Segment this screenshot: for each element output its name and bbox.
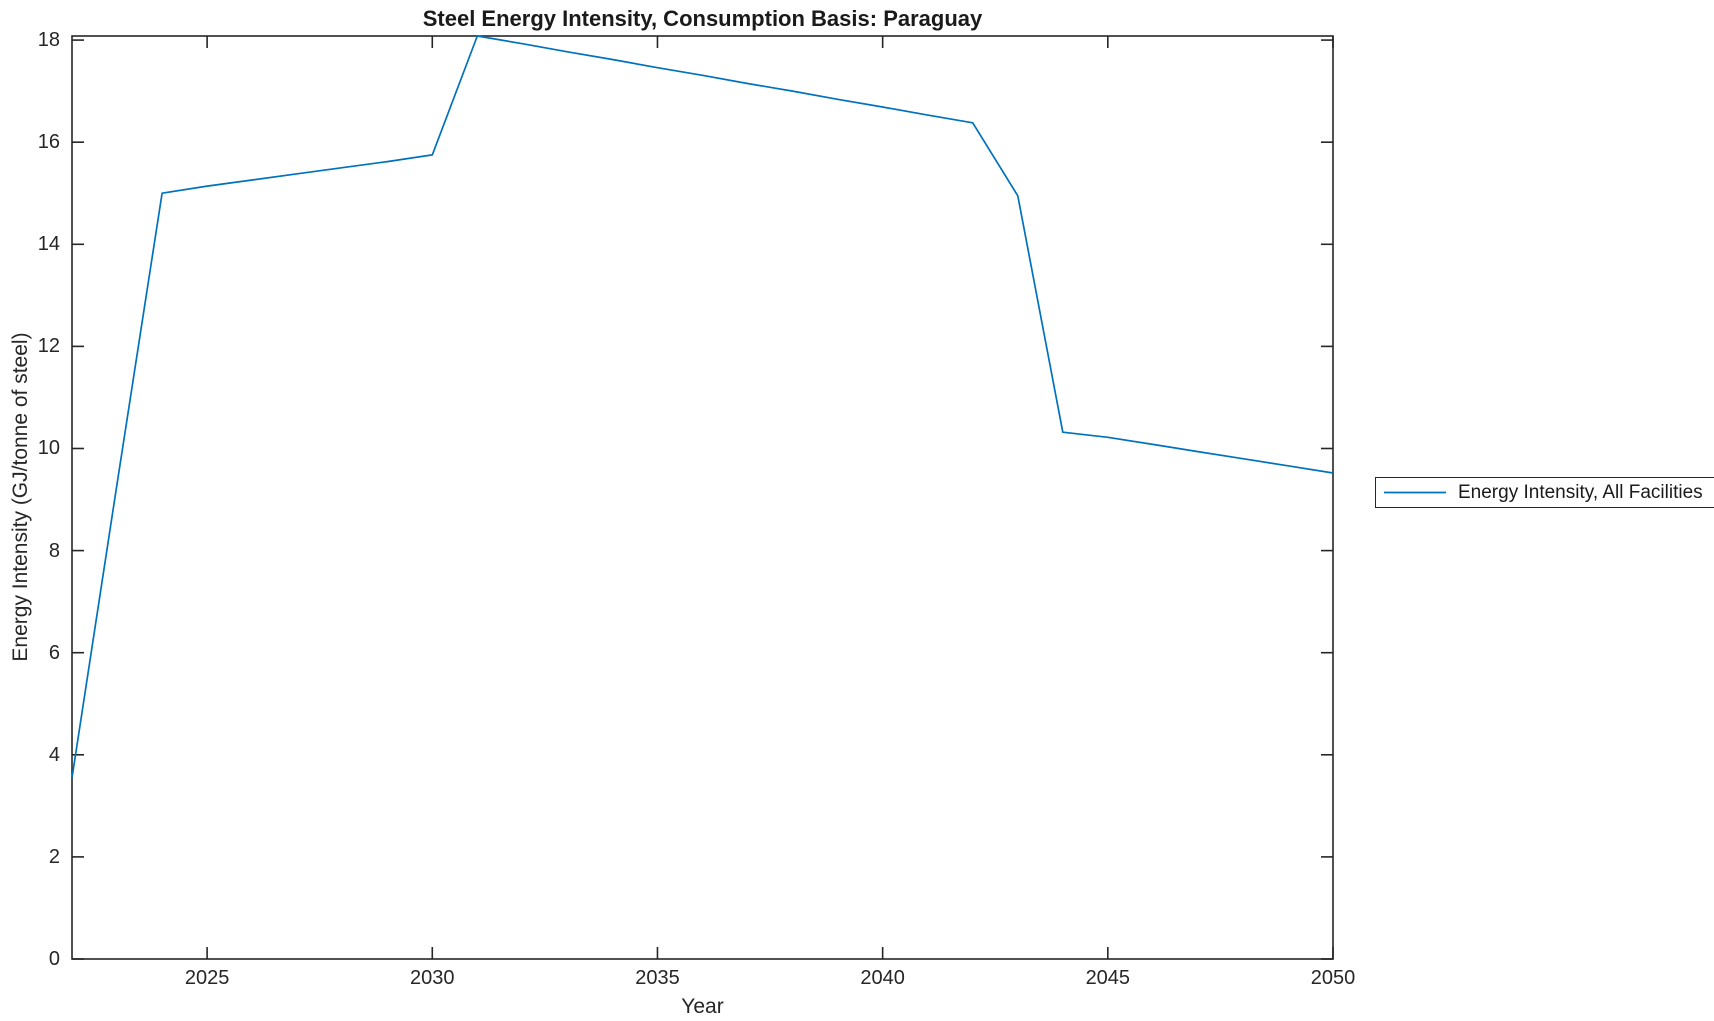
y-tick-label: 10	[37, 437, 60, 460]
x-tick-label: 2025	[184, 967, 230, 989]
x-tick-label: 2035	[635, 967, 680, 989]
y-tick-label: 18	[37, 29, 60, 52]
y-tick-label: 6	[48, 641, 60, 664]
y-tick-label: 14	[37, 233, 60, 256]
series-line	[71, 35, 1334, 778]
y-tick-label: 8	[48, 539, 60, 562]
y-tick-label: 12	[37, 335, 60, 358]
x-axis-label: Year	[681, 995, 724, 1018]
chart-title: Steel Energy Intensity, Consumption Basi…	[422, 6, 983, 31]
y-tick-label: 0	[48, 948, 60, 970]
y-tick-label: 2	[48, 845, 60, 868]
x-tick-label: 2040	[860, 967, 905, 989]
x-tick-label: 2050	[1310, 967, 1356, 989]
legend-line-sample-icon	[1384, 491, 1446, 494]
x-tick-label: 2030	[410, 967, 455, 989]
legend-item-label: Energy Intensity, All Facilities	[1458, 481, 1703, 503]
y-tick-label: 4	[48, 743, 60, 766]
legend: Energy Intensity, All Facilities	[1375, 477, 1714, 508]
x-tick-label: 2045	[1085, 967, 1131, 989]
y-tick-label: 16	[37, 131, 60, 154]
